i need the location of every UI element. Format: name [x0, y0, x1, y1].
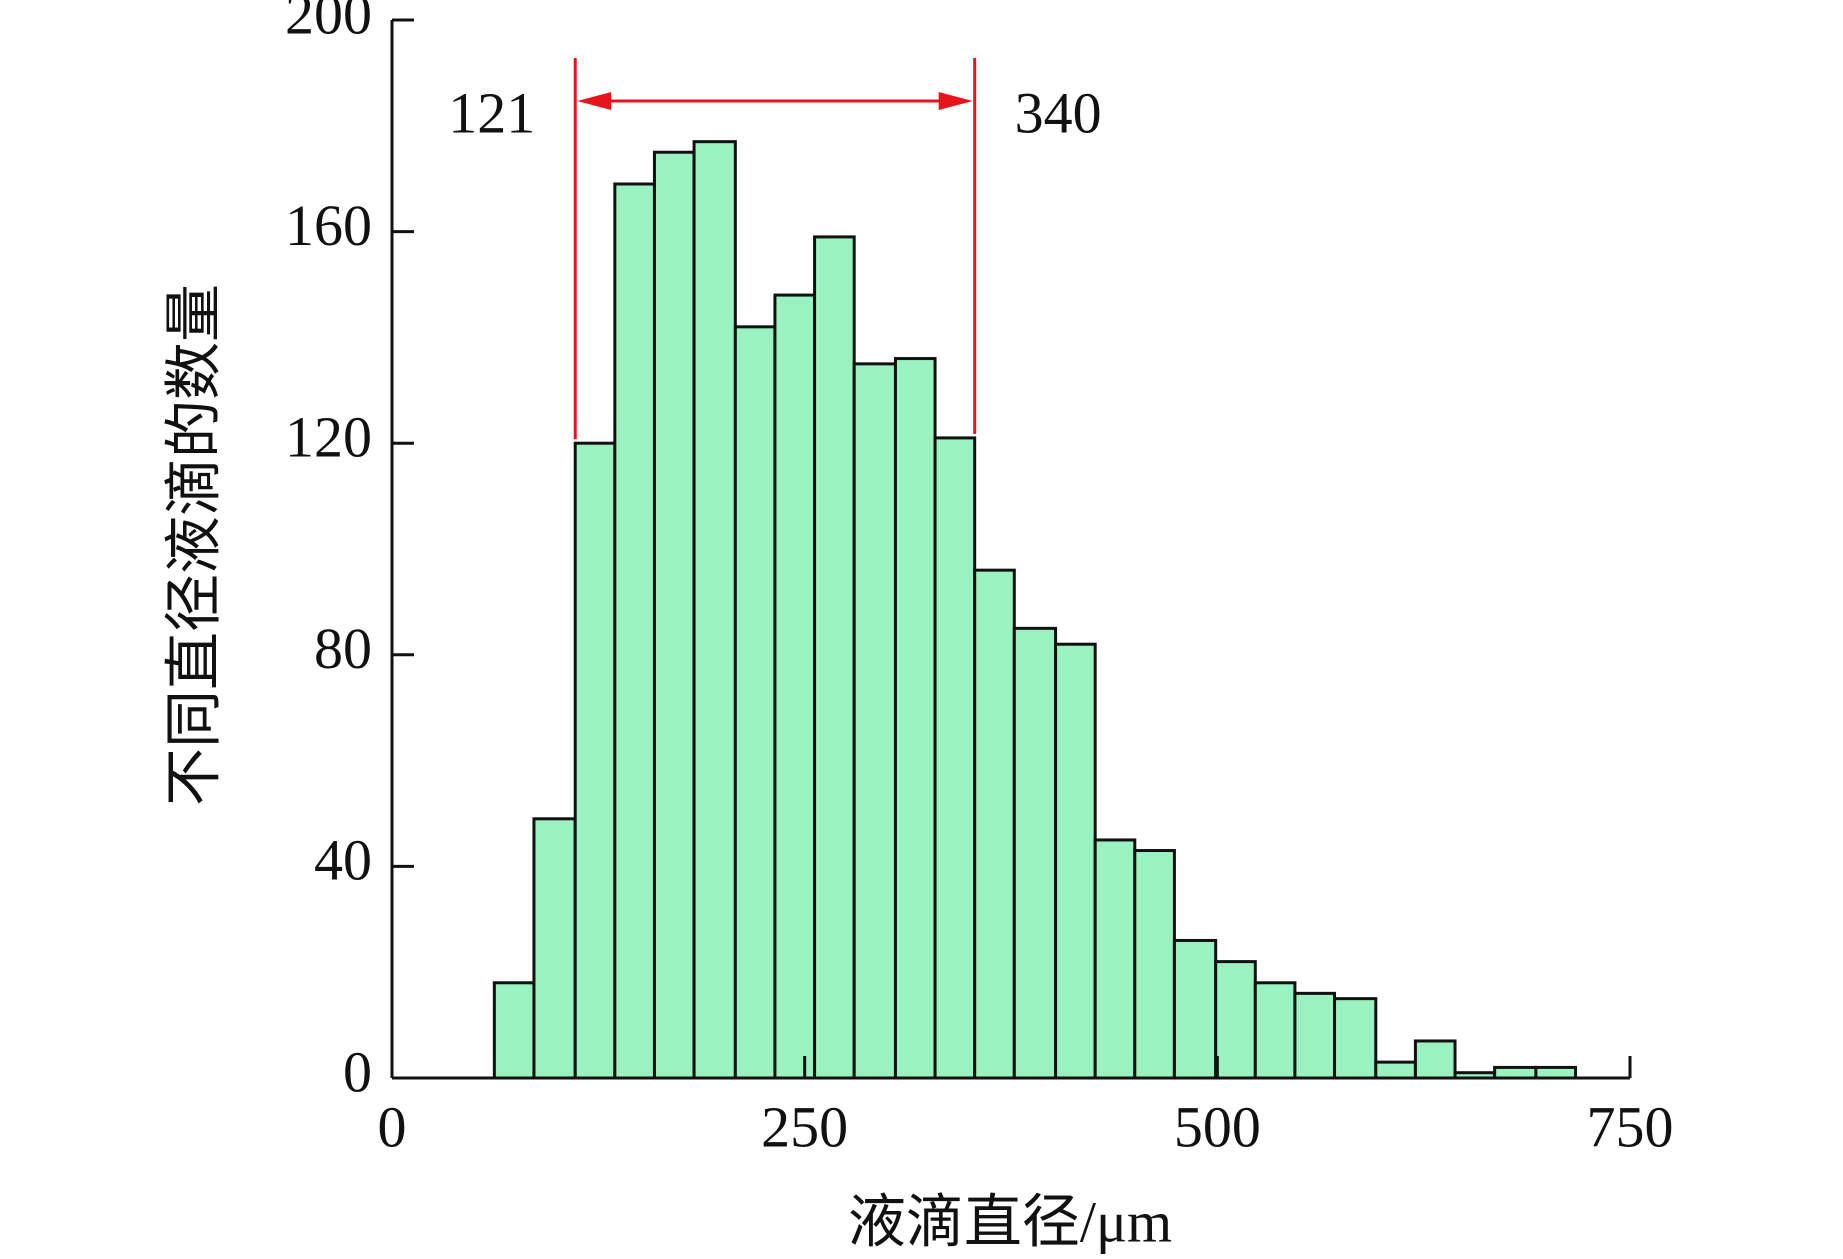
- bar: [613, 182, 656, 1080]
- bar: [1093, 838, 1137, 1080]
- bar: [813, 235, 856, 1080]
- bar: [532, 817, 577, 1080]
- y-tick-label: 160: [285, 193, 372, 258]
- annotation-label: 340: [1015, 80, 1102, 145]
- bar: [1293, 991, 1337, 1080]
- bar: [1214, 960, 1257, 1080]
- y-axis-title: 不同直径液滴的数量: [161, 284, 226, 806]
- bar: [1054, 642, 1097, 1080]
- bar: [1172, 938, 1218, 1080]
- x-tick-label: 500: [1174, 1094, 1261, 1159]
- bar: [1253, 981, 1297, 1080]
- bar: [492, 981, 536, 1080]
- x-tick-label: 0: [378, 1094, 407, 1159]
- bar: [973, 568, 1016, 1080]
- y-tick-label: 120: [285, 405, 372, 470]
- bar: [1133, 849, 1176, 1080]
- bar: [852, 362, 897, 1080]
- y-tick-label: 200: [285, 0, 372, 46]
- x-tick-label: 750: [1587, 1094, 1674, 1159]
- bar: [1493, 1065, 1538, 1080]
- bar: [1333, 997, 1378, 1080]
- annotation-label: 121: [448, 80, 535, 145]
- y-tick-label: 80: [314, 616, 372, 681]
- x-tick-label: 250: [761, 1094, 848, 1159]
- arrow-head: [577, 92, 612, 110]
- bar: [573, 441, 617, 1080]
- bar: [893, 357, 937, 1080]
- x-axis-title: 液滴直径/μm: [848, 1189, 1172, 1254]
- y-tick-label: 0: [343, 1039, 372, 1104]
- arrow-head: [938, 92, 973, 110]
- bar: [1413, 1039, 1457, 1080]
- bar: [692, 140, 737, 1080]
- bar: [1534, 1065, 1578, 1080]
- bar: [773, 293, 817, 1080]
- y-tick-label: 40: [314, 828, 372, 893]
- bar: [652, 150, 696, 1080]
- bar: [1374, 1060, 1417, 1080]
- bar: [933, 436, 977, 1080]
- bar: [1012, 626, 1058, 1080]
- bar: [733, 325, 777, 1080]
